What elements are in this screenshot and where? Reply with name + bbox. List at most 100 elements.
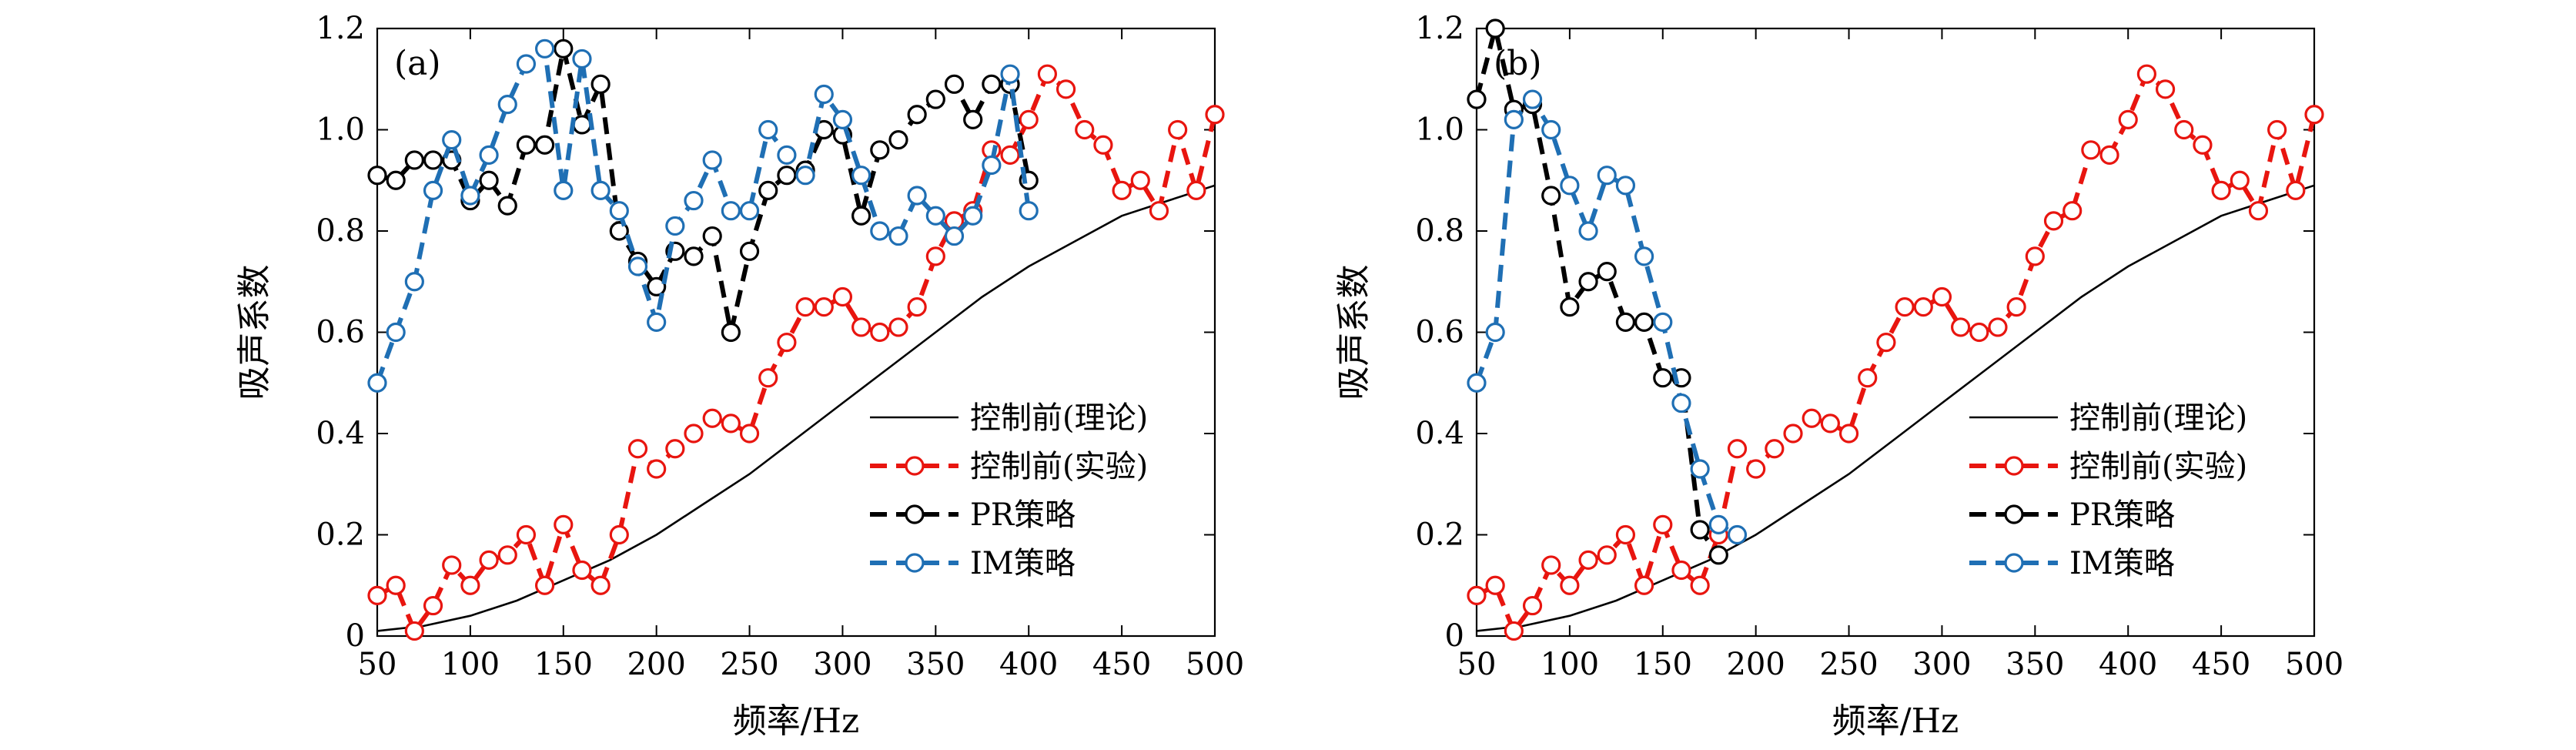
data-point-im [665,216,685,236]
data-point-pr [870,140,890,160]
data-point-exp [814,297,834,317]
data-point-exp [925,246,945,266]
x-tick-label: 200 [627,647,685,682]
legend-label-theory: 控制前(理论) [2069,400,2247,436]
y-axis-label: 吸声系数 [235,265,274,400]
data-point-pr [423,150,443,170]
data-point-exp [2118,109,2138,129]
data-point-pr [386,170,406,190]
data-point-exp [2174,119,2194,140]
x-tick-label: 150 [1634,647,1692,682]
data-point-pr [684,246,704,266]
data-point-exp [1932,286,1952,307]
data-point-pr [497,196,517,216]
data-point-exp [1000,145,1020,165]
y-tick-label: 0.4 [316,416,365,451]
data-point-exp [367,585,387,606]
legend-label-exp: 控制前(实验) [2069,449,2247,484]
data-point-exp [1838,424,1859,444]
data-point-pr [1467,89,1487,109]
x-axis-label: 频率/Hz [1832,701,1959,741]
data-point-exp [404,621,424,641]
data-point-pr [851,206,871,226]
data-point-exp [1765,439,1785,459]
data-point-exp [2062,201,2083,221]
x-tick-label: 500 [1186,647,1244,682]
data-point-exp [1541,555,1561,575]
x-tick-label: 450 [2192,647,2250,682]
data-point-exp [1093,135,1113,155]
data-point-exp [795,297,815,317]
panel-a: 50 100 150 200 250 300 350 400 450 500 0 0.2 0.4 0.6 0… [235,11,1244,741]
data-point-exp [1597,545,1617,565]
data-point-exp [1969,322,1989,343]
data-point-exp [590,575,611,595]
data-point-exp [739,424,760,444]
data-point-exp [2304,105,2324,125]
data-point-exp [627,439,648,459]
data-point-pr [1485,18,1505,39]
data-point-pr [739,241,760,261]
data-point-im [758,119,778,140]
x-tick-label: 300 [1912,647,1971,682]
data-point-pr [479,170,499,190]
y-tick-label: 0.8 [1415,213,1464,249]
x-tick-label: 150 [534,647,593,682]
data-point-im [963,206,983,226]
data-point-pr [367,166,387,186]
data-point-im [590,180,611,200]
data-point-im [1690,459,1710,479]
data-point-pr [1560,297,1580,317]
data-point-exp [479,550,499,570]
data-point-exp [1205,105,1225,125]
data-point-exp [2248,201,2269,221]
legend-marker-exp [2004,456,2024,476]
panel-label: (a) [394,44,441,83]
x-tick-label: 250 [1819,647,1878,682]
data-point-exp [2081,140,2101,160]
y-tick-label: 0.2 [316,517,365,553]
x-tick-label: 350 [906,647,965,682]
data-point-exp [497,545,517,565]
data-point-exp [1485,575,1505,595]
data-point-im [609,201,629,221]
data-point-pr [1634,312,1654,332]
data-point-pr [944,74,965,94]
series-line-theory [376,184,1216,632]
data-point-exp [1467,585,1487,606]
data-point-im [907,186,927,206]
data-point-im [647,312,667,332]
data-point-pr [554,39,574,59]
x-tick-label: 250 [720,647,778,682]
data-point-exp [1951,317,1971,337]
data-point-exp [2136,64,2156,84]
data-point-exp [2211,180,2231,200]
data-point-im [1615,176,1636,196]
legend-label-exp: 控制前(实验) [970,449,1148,484]
legend-marker-pr [905,504,925,524]
data-point-exp [1783,424,1803,444]
data-point-exp [460,575,480,595]
data-point-pr [1615,312,1636,332]
data-point-im [870,221,890,241]
x-tick-label: 50 [1457,647,1497,682]
data-point-im [1653,312,1673,332]
data-point-exp [2006,297,2026,317]
data-point-exp [2193,135,2213,155]
data-point-exp [1895,297,1915,317]
y-tick-label: 0.6 [316,315,365,350]
data-point-im [1708,514,1728,534]
legend-marker-im [905,553,925,573]
data-point-exp [1130,170,1150,190]
data-point-exp [758,368,778,388]
data-point-exp [1037,64,1058,84]
data-point-exp [1690,575,1710,595]
data-point-exp [1858,368,1878,388]
y-tick-label: 0.4 [1415,416,1464,451]
legend-marker-im [2004,553,2024,573]
data-point-exp [888,317,908,337]
data-point-exp [2025,246,2045,266]
data-point-im [851,166,871,186]
data-point-im [479,145,499,165]
legend-label-im: IM策略 [2069,546,2175,581]
